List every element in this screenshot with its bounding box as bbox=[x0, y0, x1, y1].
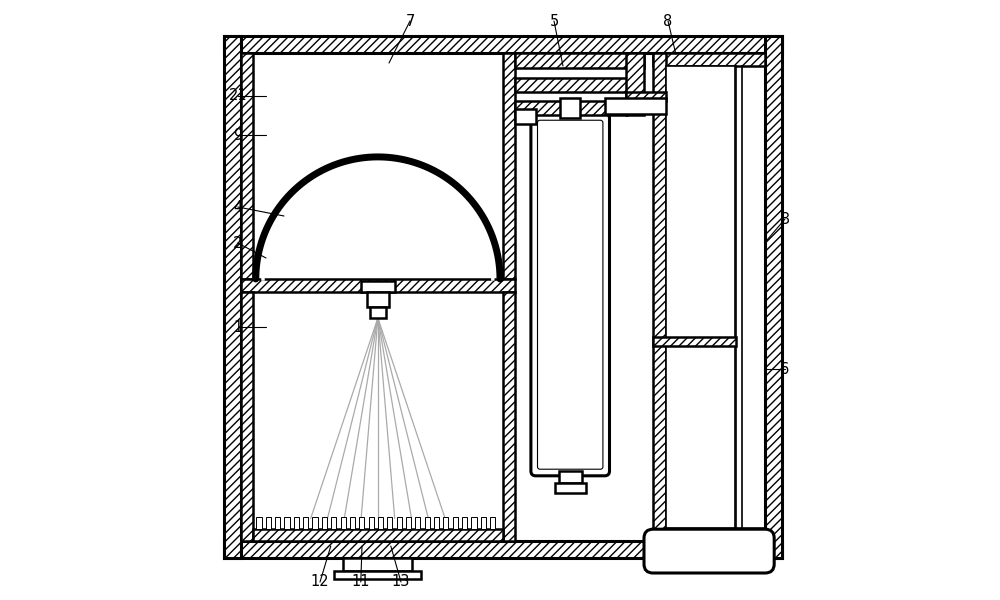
FancyBboxPatch shape bbox=[531, 113, 610, 476]
Text: 2: 2 bbox=[233, 235, 242, 251]
Bar bbox=[367, 292, 389, 307]
Bar bbox=[605, 98, 666, 115]
Text: 8: 8 bbox=[663, 13, 673, 28]
Bar bbox=[369, 517, 374, 529]
Bar bbox=[256, 517, 262, 529]
Bar bbox=[350, 517, 355, 529]
Bar bbox=[284, 517, 290, 529]
Bar bbox=[471, 517, 477, 529]
Bar bbox=[303, 517, 308, 529]
FancyBboxPatch shape bbox=[538, 120, 603, 469]
Bar bbox=[462, 517, 467, 529]
Text: 6: 6 bbox=[780, 361, 790, 377]
Bar bbox=[653, 53, 666, 541]
Bar bbox=[481, 517, 486, 529]
Bar bbox=[361, 281, 395, 292]
Bar bbox=[359, 517, 364, 529]
Bar bbox=[224, 36, 241, 558]
FancyBboxPatch shape bbox=[644, 529, 774, 573]
Bar bbox=[515, 109, 536, 124]
Bar bbox=[253, 53, 503, 279]
Bar bbox=[241, 279, 515, 292]
Bar bbox=[653, 337, 736, 346]
Bar bbox=[334, 571, 421, 579]
Bar bbox=[515, 101, 627, 115]
Text: 12: 12 bbox=[311, 575, 329, 589]
Bar bbox=[322, 517, 327, 529]
Bar bbox=[555, 483, 586, 493]
Bar bbox=[343, 558, 412, 571]
Bar bbox=[515, 53, 644, 68]
Bar bbox=[224, 36, 782, 53]
Bar bbox=[241, 53, 253, 279]
Text: 7: 7 bbox=[405, 13, 415, 28]
Bar bbox=[370, 307, 386, 318]
Text: 1: 1 bbox=[233, 319, 242, 335]
Bar bbox=[490, 517, 495, 529]
Bar bbox=[294, 517, 299, 529]
Text: 13: 13 bbox=[392, 575, 410, 589]
Bar bbox=[425, 517, 430, 529]
Bar bbox=[503, 292, 515, 541]
Bar bbox=[653, 53, 765, 66]
Bar bbox=[266, 517, 271, 529]
Bar bbox=[434, 517, 439, 529]
Bar bbox=[453, 517, 458, 529]
Bar bbox=[626, 53, 644, 115]
Bar bbox=[515, 77, 627, 92]
Text: 21: 21 bbox=[228, 88, 247, 103]
Bar bbox=[224, 541, 782, 558]
Text: 4: 4 bbox=[233, 199, 242, 214]
Bar bbox=[331, 517, 336, 529]
Bar bbox=[253, 292, 503, 541]
Bar bbox=[241, 292, 253, 541]
Bar bbox=[626, 92, 666, 101]
Bar bbox=[443, 517, 448, 529]
Bar bbox=[656, 538, 762, 561]
Text: 9: 9 bbox=[233, 127, 242, 142]
Bar bbox=[406, 517, 411, 529]
Text: 5: 5 bbox=[549, 13, 559, 28]
Bar bbox=[253, 529, 503, 541]
Bar bbox=[397, 517, 402, 529]
Bar bbox=[653, 528, 765, 541]
Bar bbox=[503, 53, 515, 279]
Text: 11: 11 bbox=[352, 575, 370, 589]
Bar bbox=[765, 36, 782, 558]
Bar bbox=[387, 517, 392, 529]
Bar bbox=[378, 517, 383, 529]
Bar bbox=[415, 517, 420, 529]
Bar bbox=[312, 517, 318, 529]
Bar bbox=[560, 98, 580, 118]
Text: 3: 3 bbox=[780, 211, 790, 226]
Bar bbox=[341, 517, 346, 529]
Bar bbox=[666, 66, 735, 528]
Bar bbox=[559, 471, 582, 483]
Bar bbox=[275, 517, 280, 529]
